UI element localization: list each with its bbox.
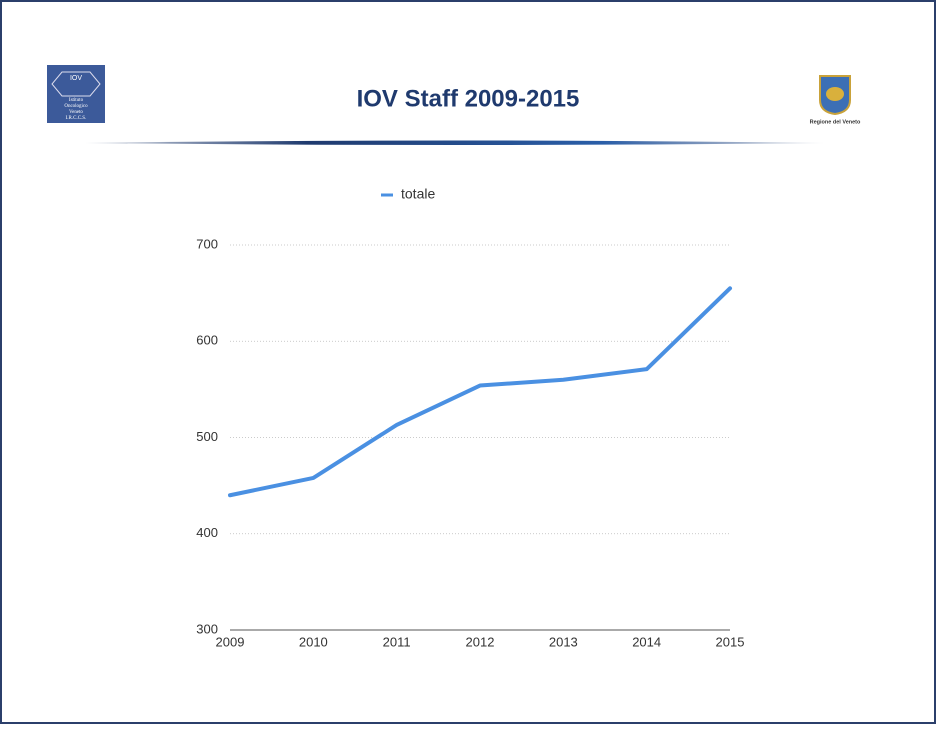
chart-title: IOV Staff 2009-2015 — [357, 85, 580, 112]
legend-label: totale — [401, 186, 435, 202]
x-tick-label: 2014 — [632, 634, 661, 649]
y-tick-label: 400 — [196, 525, 218, 540]
x-tick-label: 2011 — [383, 634, 411, 649]
logo-shape — [51, 71, 101, 97]
separator — [85, 140, 825, 145]
x-tick-label: 2015 — [716, 634, 745, 649]
logo-line: I.R.C.C.S. — [66, 116, 87, 121]
logo-right: Regione del Veneto — [810, 75, 861, 125]
y-tick-label: 500 — [196, 429, 218, 444]
logo-line: Oncologico — [64, 104, 88, 109]
logo-line: Istituto — [69, 98, 84, 103]
x-tick-label: 2009 — [216, 634, 245, 649]
logo-lion — [826, 87, 844, 101]
data-line — [228, 286, 732, 498]
y-tick-label: 700 — [196, 236, 218, 251]
logo-box — [47, 65, 105, 123]
logo-title: IOV — [70, 75, 82, 82]
logo-caption: Regione del Veneto — [810, 119, 861, 125]
x-tick-label: 2013 — [549, 634, 578, 649]
x-tick-label: 2012 — [466, 634, 495, 649]
y-tick-label: 600 — [196, 333, 218, 348]
logo-line: Veneto — [69, 110, 83, 115]
logo-left: IOV Istituto Oncologico Veneto I.R.C.C.S… — [47, 65, 105, 123]
y-tick-label: 300 — [196, 621, 218, 636]
x-tick-label: 2010 — [299, 634, 328, 649]
